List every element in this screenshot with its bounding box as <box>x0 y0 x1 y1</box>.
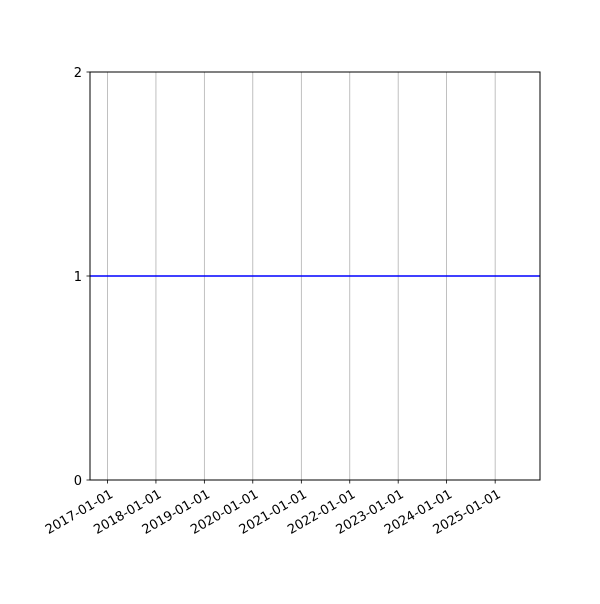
x-axis: 2017-01-012018-01-012019-01-012020-01-01… <box>43 480 504 538</box>
y-tick-label: 2 <box>74 66 82 81</box>
y-tick-label: 0 <box>74 474 82 489</box>
y-axis: 0 1 2 <box>74 66 90 489</box>
y-tick-label: 1 <box>74 270 82 285</box>
